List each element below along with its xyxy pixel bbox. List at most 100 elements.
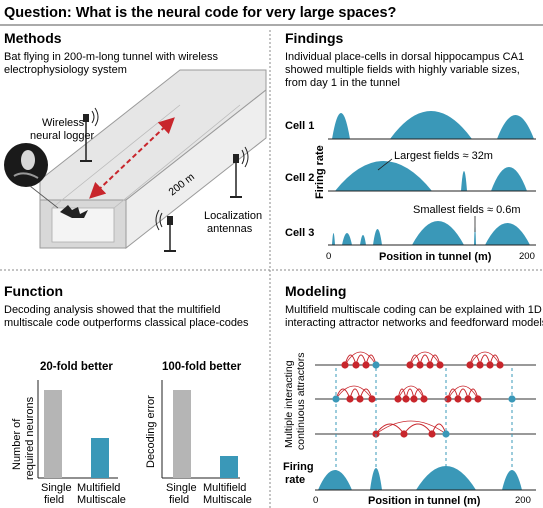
right-chart-heading: 100-fold better	[162, 361, 242, 373]
cell-3-field	[412, 221, 464, 245]
model-firing-ylabel-line-2: rate	[285, 474, 305, 486]
function-panel: Function Decoding analysis showed that t…	[4, 283, 252, 506]
findings-x-axis-label: Position in tunnel (m)	[379, 251, 492, 263]
attractor-connection	[375, 420, 447, 435]
right-bar-1-label-line-2: field	[169, 494, 189, 506]
cell-3-label: Cell 3	[285, 227, 314, 239]
neural-logger-inset: Wireless neural logger	[4, 117, 95, 209]
cell-3-field	[342, 233, 352, 245]
model-firing-field	[318, 470, 352, 490]
bat-icon	[60, 205, 88, 218]
cell-3-field	[485, 223, 530, 245]
antenna-label-line-2: antennas	[207, 223, 253, 235]
attractor-unit	[416, 361, 424, 369]
attractor-connection	[409, 351, 441, 366]
cell-3-field	[474, 227, 476, 245]
attractor-unit	[402, 395, 410, 403]
attractor-unit	[356, 395, 364, 403]
modeling-panel: Modeling Multifield multiscale coding ca…	[283, 283, 543, 507]
function-title: Function	[4, 283, 63, 299]
attractor-unit	[341, 361, 349, 369]
attractor-connection	[447, 385, 479, 400]
methods-title: Methods	[4, 30, 62, 46]
model-firing-field	[502, 470, 522, 490]
cell-3-field	[360, 235, 366, 245]
attractor-unit	[420, 395, 428, 403]
attractor-unit	[352, 361, 360, 369]
cell-1-label: Cell 1	[285, 120, 314, 132]
attractor-connection	[344, 351, 377, 366]
flight-path-arrow	[89, 117, 175, 199]
right-bar-1-label-line-1: Single	[166, 482, 197, 494]
active-unit	[372, 361, 380, 369]
findings-y-axis-label: Firing rate	[314, 145, 326, 199]
attractor-ylabel-line-1: Multiple interacting	[283, 360, 295, 448]
cell-2-field	[335, 161, 432, 191]
cell-3-field	[373, 229, 382, 245]
attractor-unit	[400, 430, 408, 438]
cell-1-field	[332, 113, 350, 139]
header-title: Question: What is the neural code for ve…	[4, 5, 397, 21]
right-chart-ylabel: Decoding error	[145, 395, 157, 468]
right-bar-2-label-line-1: Multifield	[203, 482, 246, 494]
left-bar-1-label-line-1: Single	[41, 482, 72, 494]
attractor-connection	[469, 351, 501, 366]
cell-2-label: Cell 2	[285, 172, 314, 184]
methods-desc-line-2: electrophysiology system	[4, 64, 127, 76]
modeling-desc-line-1: Multifield multiscale coding can be expl…	[285, 304, 542, 316]
left-bar-2-label-line-2: Multiscale	[77, 494, 126, 506]
left-bar-1	[44, 390, 62, 478]
attractor-unit	[428, 430, 436, 438]
modeling-title: Modeling	[285, 283, 346, 299]
antenna-label-line-1: Localization	[204, 210, 262, 222]
function-desc-line-2: multiscale code outperforms classical pl…	[4, 317, 249, 329]
findings-tick-0: 0	[326, 251, 331, 262]
findings-tick-200: 200	[519, 251, 535, 262]
attractor-network-diagram	[315, 351, 536, 490]
attractor-unit	[486, 361, 494, 369]
function-desc-line-1: Decoding analysis showed that the multif…	[4, 304, 220, 316]
cell-1-field	[497, 115, 534, 139]
attractor-unit	[406, 361, 414, 369]
attractor-unit	[410, 395, 418, 403]
right-bar-2	[220, 456, 238, 478]
model-firing-field	[370, 468, 382, 490]
modeling-desc-line-2: interacting attractor networks and feedf…	[285, 317, 543, 329]
attractor-ylabel-line-2: continuous attractors	[295, 353, 307, 450]
findings-panel: Findings Individual place-cells in dorsa…	[285, 30, 536, 263]
attractor-unit	[426, 361, 434, 369]
methods-desc-line-1: Bat flying in 200-m-long tunnel with wir…	[4, 51, 218, 63]
largest-field-note: Largest fields ≈ 32m	[394, 150, 493, 162]
antenna-icon	[155, 209, 176, 252]
antenna-icon	[80, 107, 99, 162]
smallest-field-note: Smallest fields ≈ 0.6m	[413, 204, 521, 216]
right-bar-1	[173, 390, 191, 478]
attractor-unit	[496, 361, 504, 369]
left-chart-ylabel-line-2: required neurons	[24, 396, 36, 480]
attractor-unit	[464, 395, 472, 403]
cell-3-field	[332, 233, 335, 245]
cell-2-field	[491, 167, 527, 191]
model-firing-ylabel-line-1: Firing	[283, 461, 314, 473]
cell-2-field	[461, 171, 467, 191]
tunnel-illustration: 200 m	[39, 69, 267, 250]
attractor-connection	[397, 385, 425, 400]
model-tick-0: 0	[313, 495, 318, 506]
model-tick-200: 200	[515, 495, 531, 506]
methods-panel: Methods Bat flying in 200-m-long tunnel …	[4, 30, 267, 252]
attractor-connection	[375, 423, 405, 435]
attractor-unit	[466, 361, 474, 369]
attractor-unit	[436, 361, 444, 369]
findings-desc-line-2: showed multiple fields with highly varia…	[285, 64, 520, 76]
left-chart-heading: 20-fold better	[40, 361, 113, 373]
attractor-unit	[362, 361, 370, 369]
model-x-axis-label: Position in tunnel (m)	[368, 495, 481, 507]
findings-desc-line-1: Individual place-cells in dorsal hippoca…	[285, 51, 524, 63]
antenna-icon	[230, 146, 249, 198]
attractor-connection	[335, 385, 373, 400]
left-chart-ylabel-line-1: Number of	[11, 418, 23, 470]
findings-title: Findings	[285, 30, 344, 46]
attractor-unit	[474, 395, 482, 403]
attractor-unit	[444, 395, 452, 403]
